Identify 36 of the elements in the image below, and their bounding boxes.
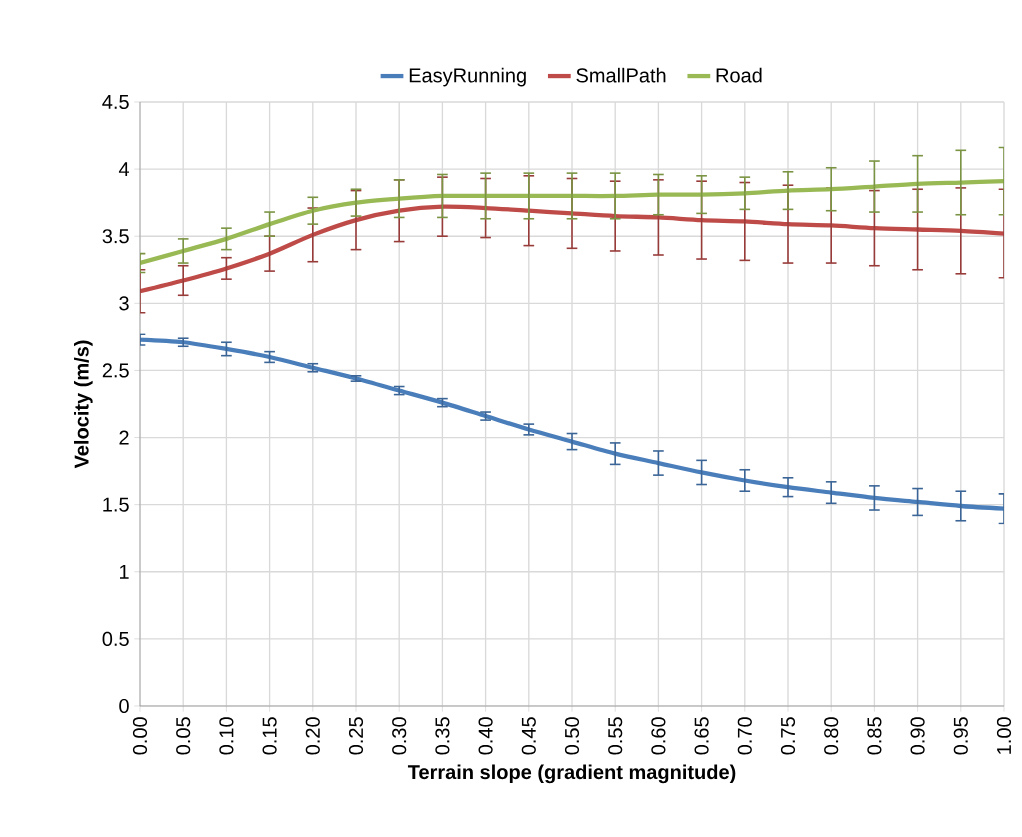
x-tick-label: 0.70 — [737, 717, 752, 755]
y-tick-label: 3 — [119, 296, 129, 311]
x-tick-label: 0.50 — [564, 717, 580, 755]
x-tick-label: 0.75 — [780, 717, 796, 755]
y-tick-label: 2 — [119, 430, 129, 445]
x-tick-label: 0.65 — [694, 717, 709, 755]
x-tick-label: 0.90 — [910, 717, 925, 755]
y-tick-label: 2.5 — [102, 363, 129, 378]
legend-label: SmallPath — [576, 67, 666, 83]
x-tick-label: 0.55 — [608, 717, 623, 755]
x-tick-label: 0.45 — [521, 717, 536, 755]
y-tick-label: 4 — [118, 162, 130, 176]
y-tick-label: 4.5 — [102, 95, 129, 109]
legend-label: Road — [716, 67, 762, 83]
x-tick-label: 1.00 — [996, 717, 1012, 754]
x-axis-title: Terrain slope (gradient magnitude) — [407, 764, 736, 784]
y-tick-label: 0.5 — [102, 631, 129, 646]
x-tick-label: 0.95 — [953, 717, 968, 755]
y-tick-label: 1.5 — [103, 497, 129, 512]
x-tick-label: 0.25 — [348, 717, 364, 755]
x-tick-label: 0.00 — [132, 717, 148, 755]
y-tick-label: 3.5 — [102, 229, 129, 244]
x-tick-label: 0.80 — [824, 717, 839, 755]
y-axis-title: Velocity (m/s) — [74, 340, 93, 469]
x-tick-label: 0.10 — [219, 717, 234, 755]
y-tick-label: 1 — [120, 564, 129, 579]
y-tick-label: 0 — [119, 698, 129, 714]
x-tick-label: 0.35 — [435, 717, 450, 755]
legend-label: EasyRunning — [409, 67, 526, 87]
x-tick-label: 0.05 — [176, 717, 191, 755]
x-tick-label: 0.85 — [867, 717, 882, 755]
x-tick-label: 0.15 — [262, 717, 277, 755]
x-tick-label: 0.30 — [392, 717, 407, 755]
x-tick-label: 0.40 — [478, 717, 493, 755]
x-tick-label: 0.60 — [651, 717, 666, 755]
x-tick-label: 0.20 — [305, 717, 320, 755]
